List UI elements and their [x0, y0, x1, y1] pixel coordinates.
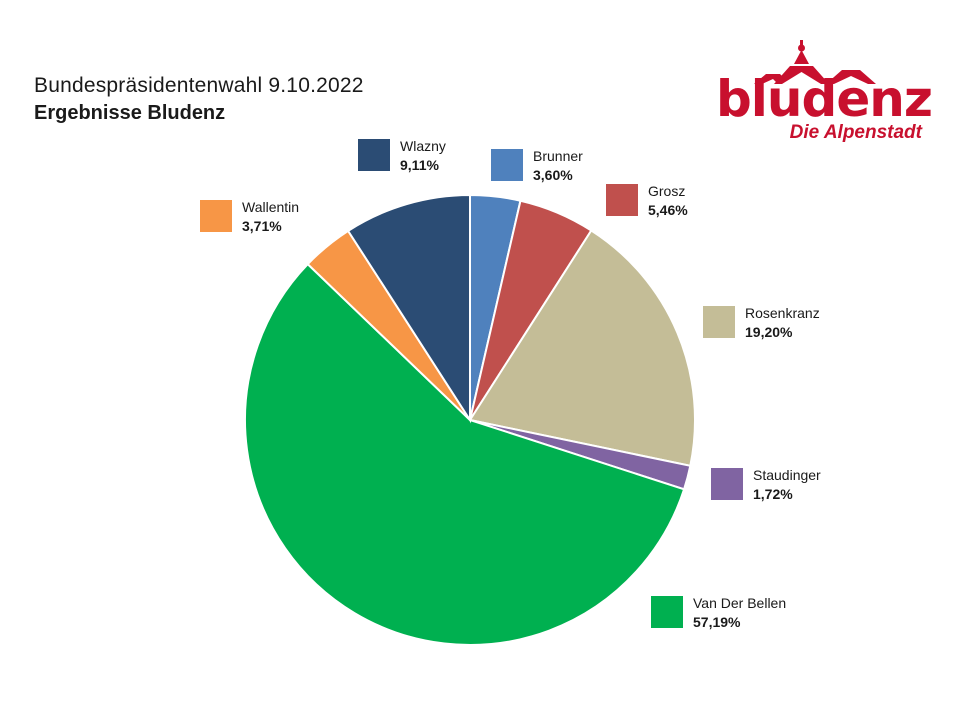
legend-swatch-grosz [606, 184, 638, 216]
legend-text-brunner: Brunner 3,60% [533, 147, 583, 185]
legend-percent-rosenkranz: 19,20% [745, 324, 793, 340]
town-roofs-icon [754, 40, 876, 84]
pie-slice-wlazny [346, 193, 471, 424]
legend-text-wallentin: Wallentin 3,71% [242, 198, 299, 236]
legend-name-van-der-bellen: Van Der Bellen [693, 595, 787, 611]
pie-slice-van-der-bellen [244, 262, 686, 646]
legend-swatch-van-der-bellen [651, 596, 683, 628]
legend-text-van-der-bellen: Van Der Bellen 57,19% [693, 594, 786, 632]
chart-title: Bundespräsidentenwahl 9.10.2022 [34, 74, 364, 97]
legend-name-grosz: Grosz [648, 183, 686, 199]
legend-item-wlazny: Wlazny 9,11% [358, 137, 446, 175]
legend-swatch-wallentin [200, 200, 232, 232]
legend-percent-van-der-bellen: 57,19% [693, 614, 741, 630]
legend-swatch-rosenkranz [703, 306, 735, 338]
legend-item-wallentin: Wallentin 3,71% [200, 198, 299, 236]
bludenz-logo: bludenz Die Alpenstadt [714, 36, 933, 146]
legend-name-rosenkranz: Rosenkranz [745, 305, 820, 321]
legend-text-rosenkranz: Rosenkranz 19,20% [745, 304, 820, 342]
chart-subtitle: Ergebnisse Bludenz [34, 102, 226, 124]
legend-percent-wlazny: 9,11% [400, 157, 439, 173]
legend-percent-staudinger: 1,72% [753, 486, 793, 502]
legend-percent-grosz: 5,46% [648, 202, 688, 218]
logo-tagline: Die Alpenstadt [789, 122, 922, 143]
legend-text-grosz: Grosz 5,46% [648, 182, 688, 220]
legend-percent-wallentin: 3,71% [242, 218, 282, 234]
legend-swatch-wlazny [358, 139, 390, 171]
legend-swatch-brunner [491, 149, 523, 181]
logo-wordmark: bludenz [716, 70, 933, 128]
pie-slice-rosenkranz [468, 229, 696, 467]
legend-item-staudinger: Staudinger 1,72% [711, 466, 821, 504]
legend-text-staudinger: Staudinger 1,72% [753, 466, 821, 504]
legend-percent-brunner: 3,60% [533, 167, 573, 183]
legend-name-brunner: Brunner [533, 148, 583, 164]
legend-text-wlazny: Wlazny 9,11% [400, 137, 446, 175]
legend-name-staudinger: Staudinger [753, 467, 821, 483]
legend-item-van-der-bellen: Van Der Bellen 57,19% [651, 594, 786, 632]
legend-name-wallentin: Wallentin [242, 199, 300, 215]
legend-swatch-staudinger [711, 468, 743, 500]
legend-item-grosz: Grosz 5,46% [606, 182, 688, 220]
legend-item-rosenkranz: Rosenkranz 19,20% [703, 304, 820, 342]
legend-name-wlazny: Wlazny [400, 138, 446, 154]
legend-item-brunner: Brunner 3,60% [491, 147, 583, 185]
